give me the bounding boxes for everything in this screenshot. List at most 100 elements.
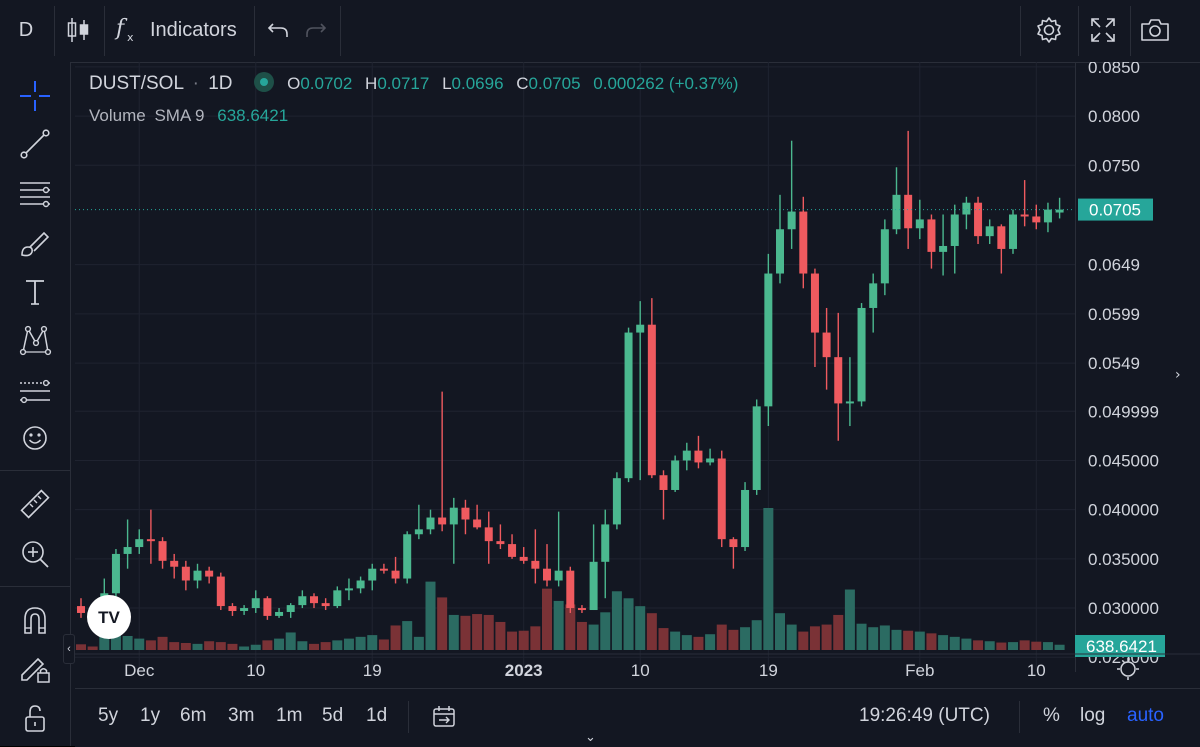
pattern-tool[interactable] xyxy=(14,320,56,360)
volume-bar xyxy=(844,589,855,650)
volume-bar xyxy=(530,626,541,650)
candle-body xyxy=(228,606,237,611)
candle-body xyxy=(752,406,761,490)
range-6m[interactable]: 6m xyxy=(180,705,207,726)
volume-bar xyxy=(145,640,156,650)
interval-label[interactable]: 1D xyxy=(208,73,233,94)
range-1d[interactable]: 1d xyxy=(366,705,388,726)
zoom-in-tool[interactable] xyxy=(14,534,56,574)
price-axis: 0.0850 0.0800 0.0750 0.0649 0.0599 0.0549 0.04… xyxy=(1075,62,1165,667)
high-label: H xyxy=(365,74,378,93)
volume-bar xyxy=(775,613,785,650)
brush-tool[interactable] xyxy=(14,224,56,264)
measure-tool[interactable] xyxy=(14,484,56,524)
percent-toggle[interactable]: % xyxy=(1043,705,1060,726)
candle-body xyxy=(601,524,610,562)
volume-bar xyxy=(635,606,646,650)
lock-drawings-tool[interactable] xyxy=(14,648,56,688)
range-5d[interactable]: 5d xyxy=(322,705,344,726)
candle-body xyxy=(263,598,272,616)
toolbar-divider xyxy=(104,6,105,56)
symbol-button[interactable]: D xyxy=(8,8,44,52)
close-value: 0.0705 xyxy=(528,74,581,93)
chart-type-button[interactable] xyxy=(60,8,96,52)
price-tick-label: 0.030000 xyxy=(1088,599,1159,618)
scroll-right-arrow[interactable]: › xyxy=(1175,367,1181,383)
volume-bar xyxy=(961,638,972,650)
range-1y[interactable]: 1y xyxy=(140,705,161,726)
trend-line-tool[interactable] xyxy=(14,124,56,164)
volume-bar xyxy=(1031,641,1042,650)
toolbar-divider xyxy=(340,6,341,56)
volume-tag-label: 638.6421 xyxy=(1086,637,1157,656)
lock-all-tool[interactable] xyxy=(14,698,56,738)
volume-bar xyxy=(833,614,844,650)
range-3m[interactable]: 3m xyxy=(228,705,255,726)
candle-body xyxy=(484,527,493,542)
sma-label: SMA 9 xyxy=(154,106,205,125)
fullscreen-button[interactable] xyxy=(1082,8,1124,52)
prediction-tool[interactable] xyxy=(14,370,56,410)
text-tool[interactable] xyxy=(14,272,56,312)
legend-separator: · xyxy=(192,73,199,94)
change-value: 0.000262 (+0.37%) xyxy=(593,74,739,93)
toolbar-divider xyxy=(54,6,55,56)
candle-body xyxy=(869,283,878,308)
snapshot-button[interactable] xyxy=(1134,8,1176,52)
volume-value-tag xyxy=(1075,635,1165,657)
candle-body xyxy=(543,568,551,581)
candle-body xyxy=(438,517,447,525)
svg-text:›: › xyxy=(1175,367,1181,383)
clock-utc[interactable]: 19:26:49 (UTC) xyxy=(859,705,990,726)
candle-body xyxy=(834,357,843,404)
toolbar-divider xyxy=(1020,6,1021,56)
crosshair-tool[interactable] xyxy=(14,76,56,116)
emoji-tool[interactable] xyxy=(14,418,56,458)
volume-bar xyxy=(99,632,110,650)
candle-body xyxy=(577,608,586,611)
ruler-icon xyxy=(20,489,50,519)
volume-bar xyxy=(1019,640,1030,650)
volume-bar xyxy=(518,630,529,650)
collapse-toolbar-handle[interactable]: ‹ xyxy=(63,634,75,664)
price-chart[interactable]: 0.0850 0.0800 0.0750 0.0649 0.0599 0.0549 0.04… xyxy=(75,62,1200,688)
candle-body xyxy=(146,539,155,542)
volume-bar xyxy=(763,508,774,650)
settings-button[interactable] xyxy=(1028,8,1070,52)
close-label: C xyxy=(516,74,529,93)
price-tick-label: 0.049999 xyxy=(1088,402,1159,421)
candle-body xyxy=(589,561,598,611)
candle-body xyxy=(426,517,435,530)
volume-label: Volume xyxy=(89,106,146,125)
candle-body xyxy=(403,534,412,579)
volume-bar xyxy=(565,604,576,650)
volume-bar xyxy=(949,636,960,650)
candle-body xyxy=(810,273,819,333)
volume-legend[interactable]: Volume SMA 9 638.6421 xyxy=(89,106,288,126)
toolbar-divider xyxy=(1130,6,1131,56)
chart-grid xyxy=(75,62,1075,672)
symbol-name[interactable]: DUST/SOL xyxy=(89,73,184,94)
candle-body xyxy=(927,219,936,252)
volume-bar xyxy=(320,642,331,650)
fib-tool[interactable] xyxy=(14,174,56,214)
auto-toggle[interactable]: auto xyxy=(1127,705,1164,726)
current-price-tag xyxy=(1078,198,1153,221)
time-tick-label: Dec xyxy=(124,661,155,680)
volume-bar xyxy=(938,635,949,650)
magnet-tool[interactable] xyxy=(14,600,56,640)
chevron-down-icon[interactable]: ⌄ xyxy=(585,729,596,744)
range-5y[interactable]: 5y xyxy=(98,705,119,726)
indicators-button[interactable]: f x Indicators xyxy=(114,8,246,52)
range-1m[interactable]: 1m xyxy=(276,705,303,726)
log-toggle[interactable]: log xyxy=(1080,705,1106,726)
volume-bar xyxy=(809,626,820,650)
volume-bar xyxy=(192,643,203,650)
redo-button[interactable] xyxy=(300,8,332,52)
volume-bar xyxy=(239,646,250,650)
undo-button[interactable] xyxy=(262,8,294,52)
axis-settings-button[interactable] xyxy=(1117,658,1139,680)
candle-body xyxy=(717,458,726,540)
toolbar-divider xyxy=(254,6,255,56)
go-to-date-icon[interactable] xyxy=(432,705,458,729)
